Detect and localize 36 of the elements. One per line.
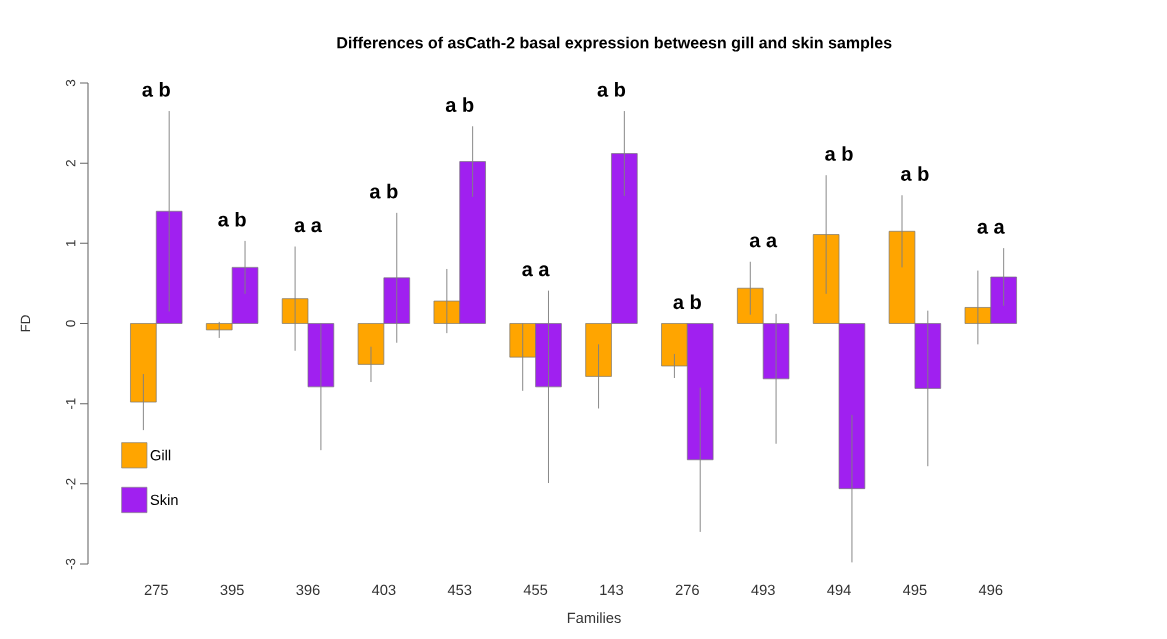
annotation: a b <box>218 211 246 227</box>
x-tick-label: 496 <box>978 584 1003 596</box>
y-tick-label: 0 <box>65 320 76 327</box>
x-tick-label: 403 <box>371 584 396 596</box>
x-tick-label: 275 <box>144 584 168 596</box>
x-tick-label: 395 <box>220 584 244 596</box>
y-axis-title: FD <box>20 315 31 332</box>
annotation: a a <box>294 221 323 233</box>
annotation: a b <box>673 294 701 310</box>
legend-label: Skin <box>150 494 178 506</box>
annotation: a b <box>142 82 170 97</box>
y-tick-label: -2 <box>65 478 76 490</box>
annotation: a a <box>749 236 778 248</box>
x-axis-title: Families <box>567 612 621 624</box>
annotation: a b <box>825 146 853 161</box>
x-tick-label: 493 <box>751 584 775 596</box>
legend-label: Gill <box>150 449 171 461</box>
annotation: a b <box>597 82 626 97</box>
x-tick-label: 494 <box>827 584 851 596</box>
annotation: a b <box>901 166 929 181</box>
annotation: a b <box>445 97 474 112</box>
annotation: a b <box>370 183 398 199</box>
x-tick-label: 143 <box>600 584 624 596</box>
y-tick-label: -3 <box>65 558 76 570</box>
x-tick-label: 495 <box>903 584 927 596</box>
y-tick-label: 2 <box>65 160 76 167</box>
y-tick-label: -1 <box>66 398 76 410</box>
y-tick-label: 3 <box>65 79 76 87</box>
x-tick-label: 453 <box>447 584 472 596</box>
chart-title: Differences of asCath-2 basal expression betweesn gill and skin samples <box>337 36 892 52</box>
x-tick-label: 396 <box>296 584 320 596</box>
annotation: a a <box>522 265 550 277</box>
x-tick-label: 276 <box>675 584 699 596</box>
x-tick-label: 455 <box>523 584 548 595</box>
y-tick-label: 1 <box>66 240 76 247</box>
annotation: a a <box>977 222 1005 234</box>
